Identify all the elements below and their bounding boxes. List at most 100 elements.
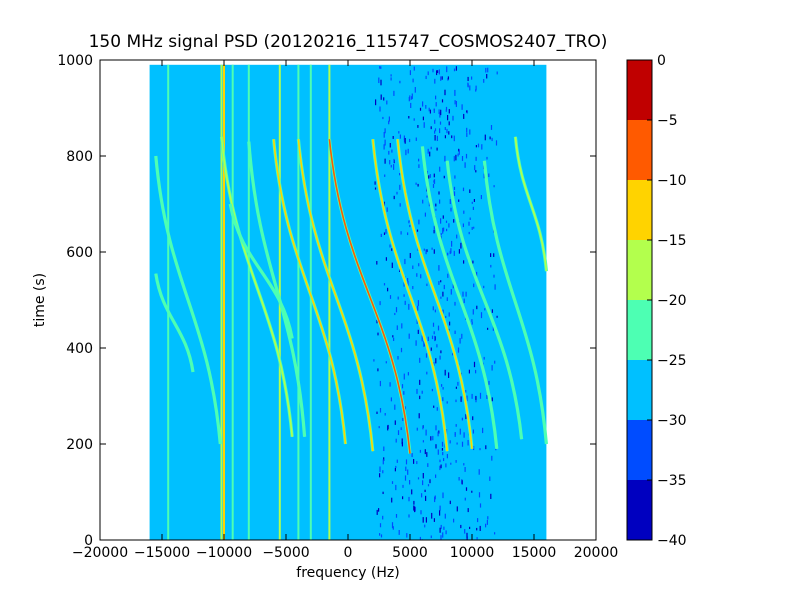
noise-speck bbox=[417, 300, 419, 306]
doppler-trace bbox=[248, 141, 306, 437]
noise-speck bbox=[406, 533, 408, 538]
noise-speck bbox=[409, 253, 411, 259]
noise-speck bbox=[439, 166, 441, 172]
noise-speck bbox=[457, 381, 459, 386]
noise-speck bbox=[475, 156, 477, 161]
noise-speck bbox=[442, 215, 444, 219]
noise-speck bbox=[378, 77, 380, 84]
noise-speck bbox=[427, 484, 430, 487]
noise-speck bbox=[467, 76, 469, 82]
noise-speck bbox=[409, 70, 411, 76]
noise-speck bbox=[490, 493, 492, 500]
noise-speck bbox=[488, 173, 490, 178]
noise-speck bbox=[465, 487, 468, 491]
noise-speck bbox=[443, 175, 445, 179]
y-tick-label: 200 bbox=[66, 437, 93, 453]
noise-speck bbox=[433, 109, 435, 113]
noise-speck bbox=[432, 435, 434, 441]
noise-speck bbox=[442, 309, 444, 316]
noise-speck bbox=[408, 97, 410, 102]
noise-speck bbox=[435, 102, 437, 107]
noise-speck bbox=[386, 100, 388, 105]
noise-speck bbox=[383, 201, 385, 207]
noise-speck bbox=[483, 356, 485, 360]
noise-speck bbox=[424, 449, 426, 455]
noise-speck bbox=[403, 135, 405, 141]
noise-speck bbox=[418, 413, 420, 419]
noise-speck bbox=[379, 66, 381, 69]
colorbar-bin bbox=[627, 120, 652, 180]
noise-speck bbox=[415, 340, 417, 346]
noise-speck bbox=[379, 408, 382, 413]
noise-speck bbox=[492, 326, 494, 331]
noise-speck bbox=[379, 473, 381, 478]
noise-speck bbox=[408, 116, 410, 119]
noise-speck bbox=[439, 355, 441, 360]
noise-speck bbox=[465, 291, 467, 297]
colorbar-tick-label: −20 bbox=[657, 293, 687, 309]
noise-speck bbox=[484, 134, 486, 141]
noise-speck bbox=[472, 429, 474, 434]
noise-speck bbox=[426, 195, 428, 198]
noise-speck bbox=[456, 506, 458, 512]
noise-speck bbox=[471, 490, 473, 493]
noise-speck bbox=[400, 347, 403, 353]
noise-speck bbox=[389, 382, 391, 387]
noise-speck bbox=[384, 128, 386, 134]
noise-speck bbox=[399, 203, 401, 207]
noise-speck bbox=[391, 481, 394, 484]
noise-speck bbox=[494, 532, 496, 535]
noise-speck bbox=[447, 252, 449, 256]
noise-speck bbox=[417, 183, 419, 187]
noise-speck bbox=[382, 491, 384, 495]
noise-speck bbox=[475, 170, 477, 173]
noise-speck bbox=[494, 360, 496, 364]
noise-speck bbox=[433, 173, 435, 178]
noise-speck bbox=[380, 66, 382, 69]
noise-speck bbox=[489, 476, 491, 481]
noise-speck bbox=[422, 440, 424, 443]
noise-speck bbox=[453, 135, 455, 142]
noise-speck bbox=[414, 506, 416, 513]
noise-speck bbox=[472, 309, 474, 315]
noise-speck bbox=[404, 138, 406, 144]
colorbar-bin bbox=[627, 180, 652, 240]
noise-speck bbox=[402, 484, 404, 488]
noise-speck bbox=[462, 187, 465, 192]
noise-speck bbox=[482, 427, 484, 434]
noise-speck bbox=[380, 534, 383, 538]
x-tick-label: 0 bbox=[344, 545, 353, 561]
noise-speck bbox=[466, 395, 468, 402]
noise-speck bbox=[412, 78, 414, 83]
noise-speck bbox=[466, 532, 468, 538]
noise-speck bbox=[383, 446, 385, 452]
noise-speck bbox=[403, 294, 405, 297]
noise-speck bbox=[440, 524, 442, 529]
noise-speck bbox=[424, 343, 426, 347]
noise-speck bbox=[386, 207, 388, 212]
noise-speck bbox=[433, 225, 435, 230]
noise-speck bbox=[439, 505, 441, 511]
noise-speck bbox=[444, 155, 446, 162]
noise-speck bbox=[452, 115, 454, 121]
noise-speck bbox=[443, 526, 445, 530]
noise-speck bbox=[440, 109, 442, 116]
colorbar bbox=[627, 60, 652, 540]
noise-speck bbox=[393, 158, 395, 163]
noise-speck bbox=[446, 128, 448, 134]
noise-speck bbox=[439, 527, 441, 533]
noise-speck bbox=[431, 247, 433, 250]
noise-speck bbox=[471, 319, 473, 322]
x-tick-label: 20000 bbox=[574, 545, 619, 561]
noise-speck bbox=[471, 321, 473, 325]
noise-speck bbox=[429, 479, 431, 484]
colorbar-bin bbox=[627, 420, 652, 480]
noise-speck bbox=[426, 170, 428, 174]
noise-speck bbox=[465, 153, 468, 159]
noise-speck bbox=[455, 399, 457, 403]
noise-speck bbox=[388, 116, 390, 122]
noise-speck bbox=[389, 160, 391, 165]
noise-speck bbox=[383, 132, 385, 138]
noise-speck bbox=[416, 229, 419, 232]
noise-speck bbox=[374, 187, 377, 190]
